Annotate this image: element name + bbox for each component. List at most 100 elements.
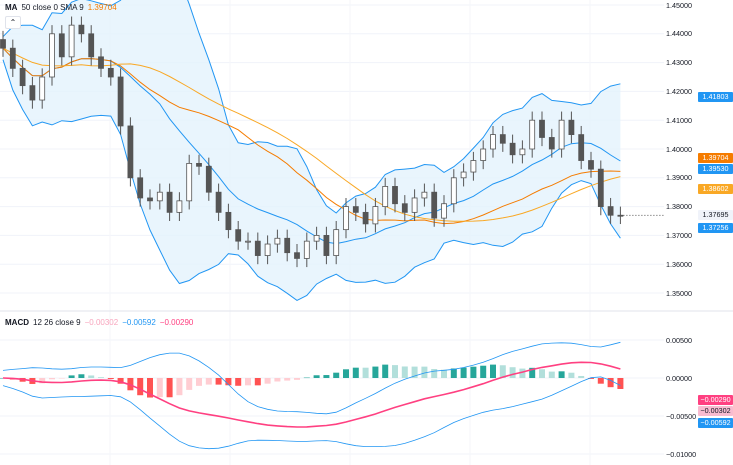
macd-histogram-bar (460, 367, 467, 378)
macd-histogram-bar (313, 375, 320, 378)
ma-legend: MA 50 close 0 SMA 9 1.39704 (5, 3, 117, 12)
candle-body (88, 33, 95, 58)
price-axis-tick: 1.45000 (666, 0, 692, 10)
price-tag: 1.39530 (698, 163, 733, 174)
candle-body (78, 24, 85, 35)
macd-histogram-bar (323, 375, 330, 378)
macd-legend-name: MACD (5, 318, 29, 327)
macd-lower-line (2, 376, 621, 450)
macd-legend-macd: −0.00592 (122, 318, 156, 327)
macd-signal-line (2, 361, 621, 428)
candle-body (215, 191, 222, 213)
candle-body (421, 191, 428, 199)
macd-histogram-bar (450, 368, 457, 378)
candle-body (480, 148, 487, 161)
price-axis-tick: 1.44000 (666, 29, 692, 39)
price-axis-tick: 1.36000 (666, 259, 692, 269)
macd-histogram-bar (401, 366, 408, 378)
candle-body (166, 191, 173, 213)
macd-histogram-bar (254, 378, 261, 386)
ma-legend-params: 50 close 0 SMA 9 (21, 3, 84, 12)
macd-legend-params: 12 26 close 9 (33, 318, 81, 327)
macd-axis-tick: −0.00500 (666, 411, 697, 421)
macd-histogram-bar (245, 378, 251, 386)
candle-body (392, 186, 398, 205)
candle-body (529, 119, 536, 150)
macd-histogram-bar (196, 378, 202, 386)
macd-histogram-bar (264, 378, 271, 384)
macd-histogram-bar (588, 378, 594, 379)
price-axis-tick: 1.38000 (666, 202, 692, 212)
ma-smoothing-line (2, 47, 621, 222)
candle-body (597, 168, 604, 208)
macd-histogram-bar (597, 378, 604, 384)
candle-body (352, 206, 359, 213)
bollinger-upper-line (2, 0, 621, 214)
candle-body (441, 203, 447, 219)
price-tag: 1.37256 (698, 223, 733, 234)
macd-histogram-bar (392, 365, 398, 378)
macd-histogram-bar (294, 378, 300, 380)
candle-body (499, 134, 506, 144)
macd-histogram-bar (362, 367, 369, 378)
price-axis-tick: 1.39000 (666, 173, 692, 183)
macd-histogram-bar (333, 372, 340, 378)
macd-histogram-bar (117, 378, 124, 384)
candle-body (147, 197, 153, 202)
candle-body (607, 206, 614, 216)
macd-histogram-bar (98, 377, 104, 378)
macd-histogram-bar (147, 378, 153, 398)
candle-body (568, 119, 575, 135)
macd-histogram-bar (107, 378, 114, 379)
macd-histogram-bar (431, 369, 438, 378)
macd-histogram-bar (519, 368, 526, 378)
candle-body (0, 39, 6, 49)
price-axis-tick: 1.35000 (666, 288, 692, 298)
candle-body (156, 191, 163, 202)
price-axis-tick: 1.42000 (666, 86, 692, 96)
macd-histogram-bar (78, 374, 85, 378)
macd-histogram-bar (235, 378, 242, 386)
macd-histogram-bar (176, 378, 183, 396)
macd-histogram-bar (58, 378, 65, 379)
macd-histogram-bar (470, 366, 477, 378)
candle-body (539, 119, 545, 138)
macd-histogram-bar (352, 367, 359, 378)
candle-body (274, 237, 281, 245)
candle-body (372, 206, 379, 225)
macd-histogram-bar (568, 372, 575, 378)
macd-histogram-bar (539, 369, 545, 378)
candle-body (313, 234, 320, 242)
macd-histogram-bar (88, 375, 95, 378)
macd-histogram-bar (303, 377, 310, 379)
candle-body (548, 137, 555, 150)
candle-body (137, 177, 144, 199)
macd-histogram-bar (578, 375, 585, 378)
candle-body (264, 243, 271, 256)
macd-histogram-bar (617, 378, 624, 389)
candle-body (186, 162, 193, 202)
macd-histogram-bar (215, 378, 222, 385)
macd-histogram-bar (441, 369, 447, 378)
candle-body (225, 211, 232, 231)
candle-body (39, 76, 46, 101)
candle-body (29, 85, 36, 101)
macd-legend: MACD 12 26 close 9 −0.00302 −0.00592 −0.… (5, 318, 193, 327)
candle-body (362, 211, 369, 225)
price-tag: 1.38602 (698, 184, 733, 195)
candle-body (127, 125, 134, 179)
price-axis-tick: 1.37000 (666, 230, 692, 240)
macd-histogram-bar (343, 369, 349, 378)
candle-body (19, 67, 26, 87)
bollinger-lower-line (2, 59, 621, 301)
candle-body (470, 160, 477, 173)
candle-body (323, 234, 330, 256)
macd-histogram-bar (186, 378, 193, 390)
candle-body (411, 197, 418, 213)
macd-histogram-bar (548, 371, 555, 378)
candle-body (333, 229, 340, 256)
collapse-legend-button[interactable]: ⌃ (5, 16, 21, 29)
macd-axis-tick: 0.00000 (666, 373, 692, 383)
candle-body (117, 76, 124, 127)
